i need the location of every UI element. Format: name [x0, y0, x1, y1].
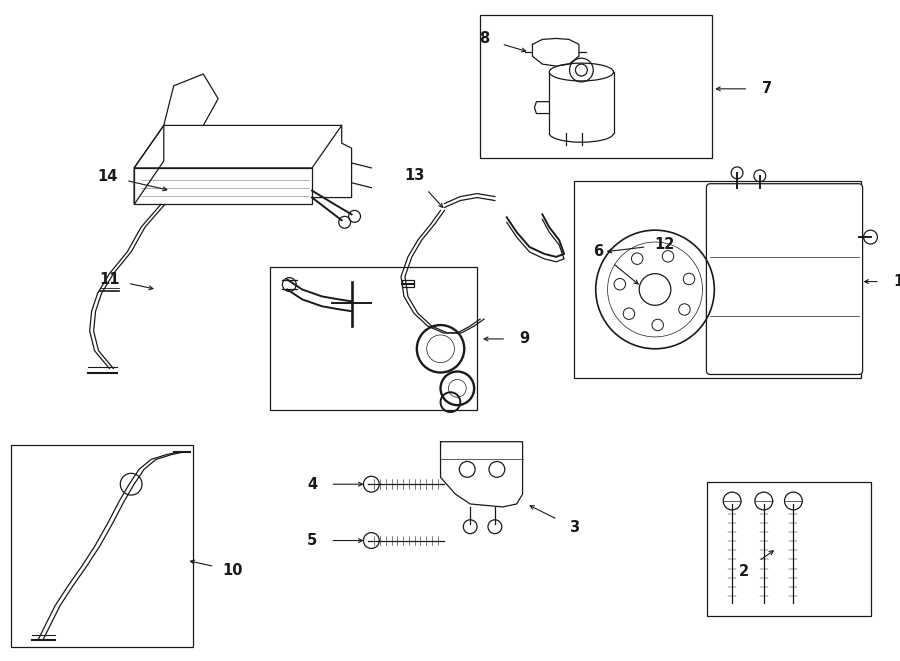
Text: 14: 14 [98, 169, 118, 184]
Text: 8: 8 [479, 31, 489, 46]
Text: 4: 4 [307, 477, 317, 492]
Bar [269, 267, 477, 410]
Bar [11, 445, 194, 647]
Text: 1: 1 [893, 274, 900, 289]
Text: 3: 3 [569, 520, 579, 535]
Text: 7: 7 [761, 81, 772, 97]
Text: 5: 5 [307, 533, 317, 548]
FancyBboxPatch shape [706, 184, 862, 375]
Text: 11: 11 [100, 272, 120, 287]
Text: 9: 9 [519, 331, 529, 346]
Text: 12: 12 [654, 237, 675, 252]
Bar [707, 483, 870, 615]
Text: 13: 13 [404, 169, 425, 184]
Text: 10: 10 [222, 563, 243, 578]
Text: 6: 6 [593, 244, 603, 258]
Bar [402, 280, 414, 286]
Text: 2: 2 [739, 564, 749, 579]
Bar [574, 180, 860, 379]
Bar [480, 15, 713, 158]
